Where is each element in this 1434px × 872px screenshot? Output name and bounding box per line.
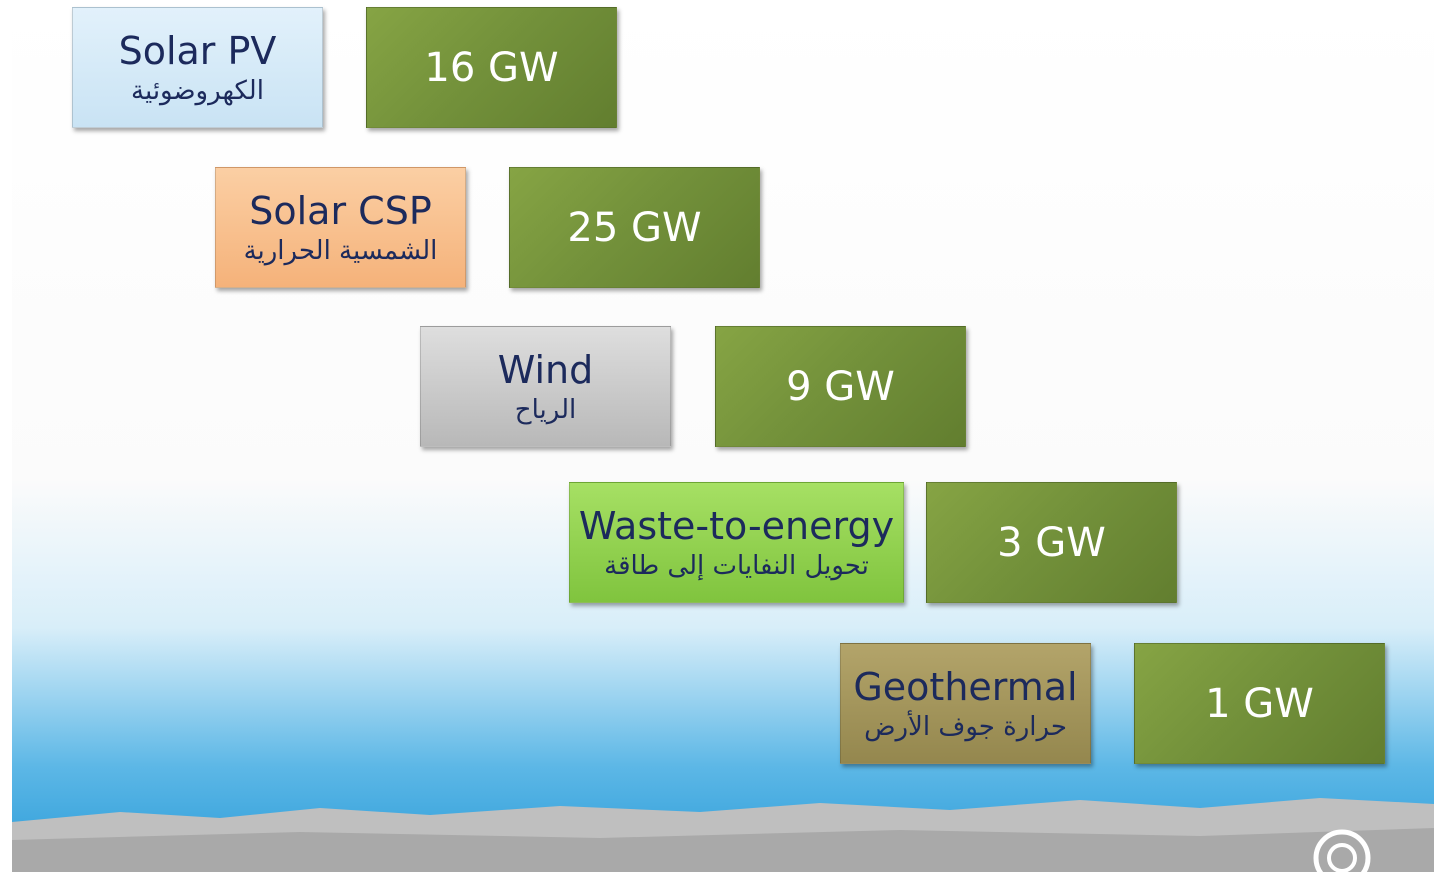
capacity: 1 GW (1205, 681, 1314, 727)
capacity-box: 1 GW (1134, 643, 1385, 764)
source-name: Waste-to-energy (579, 503, 894, 549)
source-name: Geothermal (853, 664, 1077, 710)
source-name-arabic: الرياح (515, 393, 576, 427)
slide: Solar PVالكهروضوئية 16 GW Solar CSPالشمسية… (0, 0, 1434, 872)
source-name-arabic: الكهروضوئية (131, 74, 264, 108)
source-name: Solar CSP (249, 188, 432, 234)
capacity-box: 16 GW (366, 7, 617, 128)
capacity: 16 GW (424, 45, 558, 91)
capacity: 3 GW (997, 520, 1106, 566)
source-name: Solar PV (119, 28, 277, 74)
capacity: 9 GW (786, 364, 895, 410)
source-name-arabic: حرارة جوف الأرض (864, 710, 1067, 744)
source-name-arabic: تحويل النفايات إلى طاقة (604, 549, 869, 583)
capacity-box: 25 GW (509, 167, 760, 288)
source-name: Wind (498, 347, 594, 393)
capacity-box: 3 GW (926, 482, 1177, 603)
capacity: 25 GW (567, 205, 701, 251)
capacity-box: 9 GW (715, 326, 966, 447)
source-name-arabic: الشمسية الحرارية (244, 234, 438, 268)
